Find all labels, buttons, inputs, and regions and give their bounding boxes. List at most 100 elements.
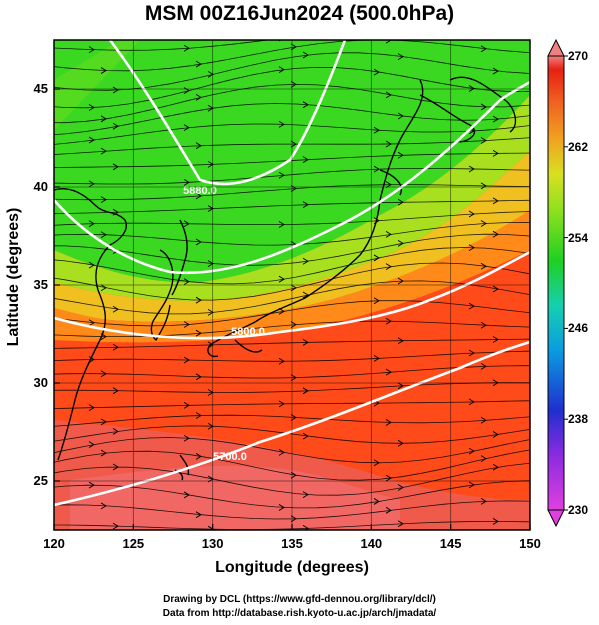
streamline-arrow xyxy=(302,524,309,530)
streamline-arrow xyxy=(183,178,190,186)
streamline-arrow xyxy=(290,414,297,421)
contour-label: 5880.0 xyxy=(183,185,217,197)
streamline-arrow xyxy=(195,412,202,419)
streamline-arrow xyxy=(480,220,487,227)
streamline-arrow xyxy=(385,474,392,482)
streamline-arrow xyxy=(302,291,309,299)
streamline-arrow xyxy=(100,284,107,292)
streamline-arrow xyxy=(468,447,475,455)
streamline-arrow xyxy=(302,387,309,395)
streamline-arrow xyxy=(397,484,404,491)
streamline-arrow xyxy=(468,85,475,92)
streamline-arrow xyxy=(469,27,474,33)
y-axis-label: Latitude (degrees) xyxy=(5,207,22,347)
colorbar-top-arrow xyxy=(547,38,565,57)
streamline-arrow xyxy=(480,362,487,370)
streamline-arrow xyxy=(278,121,285,128)
y-tick-label: 40 xyxy=(33,179,48,194)
streamline-arrow xyxy=(397,520,404,528)
streamline-arrow xyxy=(278,504,285,511)
streamline-arrow xyxy=(385,368,392,376)
streamline-arrow xyxy=(385,263,392,271)
streamline-arrow xyxy=(100,115,107,123)
y-tick-label: 25 xyxy=(33,473,48,488)
streamline-arrow xyxy=(195,373,202,381)
streamline-arrow xyxy=(88,46,95,54)
streamline-arrow xyxy=(397,277,404,285)
streamline-arrow xyxy=(195,60,202,68)
streamline xyxy=(54,338,530,349)
streamline-arrow xyxy=(468,349,475,357)
colorbar-tick-label: 254 xyxy=(568,230,589,245)
streamline-arrow xyxy=(195,192,202,200)
colorbar xyxy=(547,38,568,528)
streamline-arrow xyxy=(88,136,95,144)
streamline-arrow xyxy=(492,518,499,525)
streamline-arrow xyxy=(112,428,119,435)
x-tick-label: 130 xyxy=(201,536,224,551)
streamline-arrow xyxy=(195,329,202,337)
streamline-arrow xyxy=(302,339,309,346)
streamline-arrow xyxy=(278,400,285,408)
streamline xyxy=(54,66,530,109)
streamline-arrow xyxy=(480,103,487,111)
streamline-arrow xyxy=(183,321,190,328)
streamline-arrow xyxy=(183,220,190,228)
streamline-arrow xyxy=(397,439,404,447)
streamline-arrow xyxy=(88,180,95,188)
streamline-arrow xyxy=(302,51,309,59)
streamline xyxy=(54,462,530,496)
streamline-arrow xyxy=(468,244,475,252)
streamline-arrow xyxy=(480,455,487,463)
contour-label: 5700.0 xyxy=(213,451,247,463)
streamline xyxy=(54,425,530,444)
streamline-arrow xyxy=(195,94,202,101)
streamline-arrow xyxy=(183,491,190,499)
streamline-arrow xyxy=(385,506,392,514)
colorbar-tick-label: 246 xyxy=(568,321,589,336)
streamline-arrow xyxy=(88,220,95,228)
streamline-arrow xyxy=(302,432,309,440)
streamline xyxy=(54,123,530,145)
streamline-arrow xyxy=(373,165,380,173)
credit-data: Data from http://database.rish.kyoto-u.a… xyxy=(162,608,437,619)
streamline-arrow xyxy=(290,321,297,328)
streamline-arrow xyxy=(278,448,285,456)
colorbar-bottom-arrow xyxy=(547,509,565,528)
colorbar-tick-label: 262 xyxy=(568,139,589,154)
x-tick-label: 120 xyxy=(43,536,65,551)
streamline-arrow xyxy=(373,297,380,305)
x-tick-label: 140 xyxy=(360,536,383,551)
streamline-arrow xyxy=(183,278,190,286)
streamline-arrow xyxy=(468,165,475,173)
streamline-arrow xyxy=(88,404,95,412)
streamline-arrow xyxy=(112,343,119,351)
streamline-arrow xyxy=(183,44,190,52)
streamline-arrow xyxy=(290,374,297,381)
streamline-arrow xyxy=(492,336,499,343)
streamline-arrow xyxy=(492,230,499,238)
streamline-arrow xyxy=(397,239,404,247)
streamline-arrow xyxy=(302,257,309,265)
streamline-arrow xyxy=(100,418,107,426)
x-axis-label: Longitude (degrees) xyxy=(215,559,369,576)
streamline-arrow xyxy=(468,302,475,310)
grid-lines xyxy=(54,40,530,530)
streamline-arrow xyxy=(100,449,107,457)
streamline xyxy=(54,211,530,226)
x-tick-label: 150 xyxy=(519,536,541,551)
streamline-arrow xyxy=(468,210,475,218)
streamline-arrow xyxy=(183,401,190,409)
streamline-arrow xyxy=(89,540,94,546)
streamline-arrow xyxy=(278,171,285,179)
streamline-arrow xyxy=(112,86,119,94)
streamline-arrow xyxy=(302,491,309,498)
streamline-arrow xyxy=(88,481,95,489)
streamline-arrow xyxy=(88,104,95,111)
streamline xyxy=(54,247,530,285)
streamline xyxy=(54,400,530,409)
y-tick-label: 30 xyxy=(33,375,48,390)
streamline-arrow xyxy=(397,112,404,120)
streamline-arrow xyxy=(100,196,107,204)
